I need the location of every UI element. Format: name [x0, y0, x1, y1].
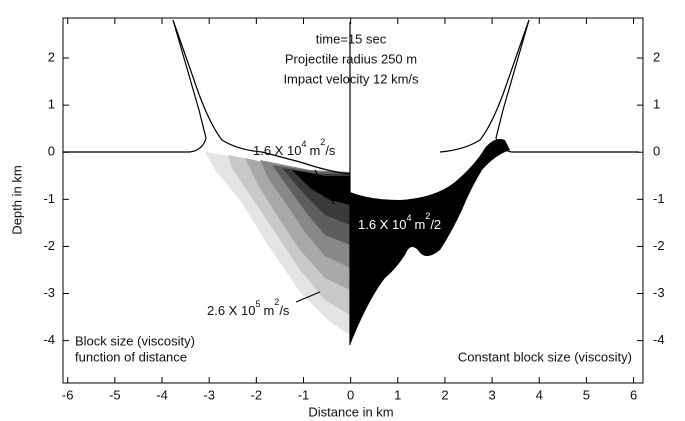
label-unit: m — [414, 217, 425, 232]
y-axis-label: Depth in km — [9, 165, 24, 234]
label-text: 1.6 X 10 — [358, 217, 406, 232]
x-tick-label: 1 — [394, 387, 401, 402]
y2-tick-label: 2 — [653, 49, 660, 64]
x-tick-label: 2 — [441, 387, 448, 402]
label-exp: 5 — [255, 299, 260, 309]
x-tick-label: -5 — [109, 387, 121, 402]
y-tick-label: -1 — [43, 191, 55, 206]
note: Block size (viscosity) — [75, 333, 195, 348]
y-tick-label: -2 — [43, 238, 55, 253]
y2-tick-label: 1 — [653, 97, 660, 112]
x-tick-label: 3 — [488, 387, 495, 402]
page: {"chart_data": { "type": "figure", "x_la… — [0, 0, 685, 421]
header-line: Impact velocity 12 km/s — [283, 71, 419, 86]
note: Constant block size (viscosity) — [458, 349, 632, 364]
x-tick-label: -3 — [203, 387, 215, 402]
chart: Distance in km Depth in km time=15 sec P… — [0, 0, 685, 421]
x-axis-label: Distance in km — [308, 404, 393, 419]
label-tail: /s — [325, 143, 336, 158]
y2-tick-label: -4 — [653, 332, 665, 347]
y-tick-label: -4 — [43, 332, 55, 347]
header-line: Projectile radius 250 m — [285, 51, 417, 66]
header-line: time=15 sec — [316, 31, 387, 46]
label-unit: m — [309, 143, 320, 158]
y-tick-label: 2 — [48, 49, 55, 64]
label-text: 1.6 X 10 — [253, 143, 301, 158]
label-tail: /2 — [430, 217, 441, 232]
x-tick-label: -4 — [156, 387, 168, 402]
x-tick-label: -6 — [62, 387, 74, 402]
x-tick-label: 5 — [583, 387, 590, 402]
x-tick-label: 0 — [347, 387, 354, 402]
y2-tick-label: -3 — [653, 285, 665, 300]
y-tick-label: -3 — [43, 285, 55, 300]
x-tick-label: 6 — [630, 387, 637, 402]
constant-ejecta — [350, 139, 510, 345]
y2-tick-label: -2 — [653, 238, 665, 253]
x-tick-label: 4 — [536, 387, 543, 402]
label-tail: /s — [279, 303, 290, 318]
note: function of distance — [75, 349, 187, 364]
label-exp: 4 — [406, 213, 411, 223]
label-unit: m — [263, 303, 274, 318]
label-text: 2.6 X 10 — [207, 303, 255, 318]
x-tick-label: -1 — [298, 387, 310, 402]
y2-tick-label: -1 — [653, 191, 665, 206]
label-exp: 4 — [301, 139, 306, 149]
y-tick-label: 1 — [48, 97, 55, 112]
y2-tick-label: 0 — [653, 144, 660, 159]
y-tick-label: 0 — [48, 144, 55, 159]
x-tick-label: -2 — [251, 387, 263, 402]
